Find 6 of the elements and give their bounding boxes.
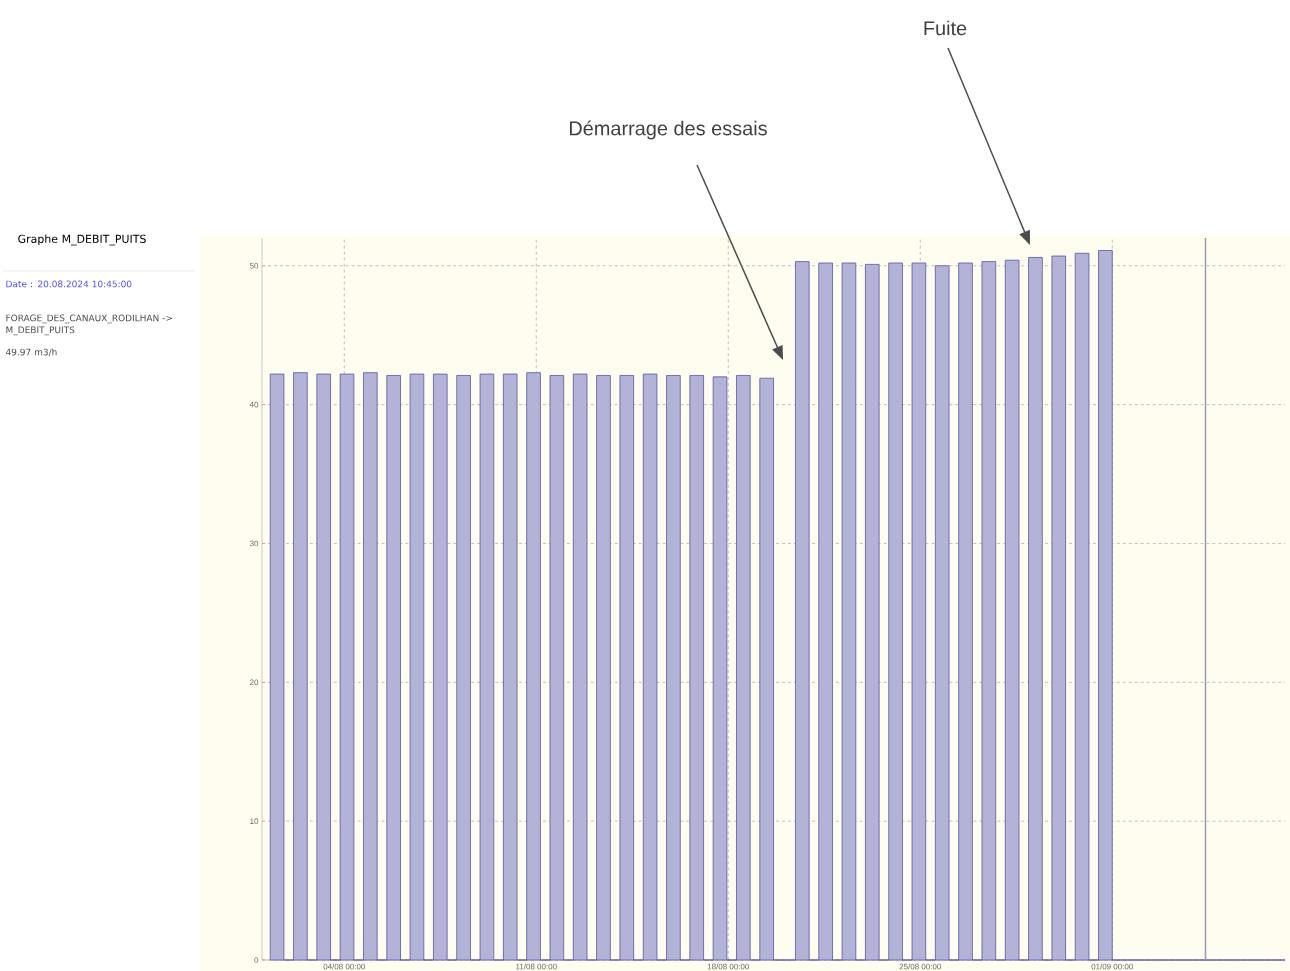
text: 49.97 m3/h: [5, 348, 57, 357]
text: Date : 20.08.2024 10:45:00: [6, 280, 132, 288]
text: FORAGE_DES_CANAUX_RODILHAN -> M_DEBIT_PUITS: [6, 314, 173, 336]
text: Graphe M_DEBIT_PUITS: [18, 234, 146, 246]
text: Fuite: [924, 20, 967, 36]
text: Démarrage des essais: [569, 120, 767, 140]
